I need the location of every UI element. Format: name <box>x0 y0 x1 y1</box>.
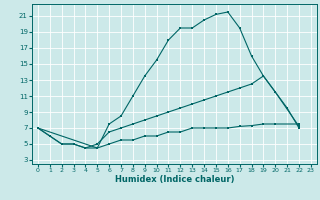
X-axis label: Humidex (Indice chaleur): Humidex (Indice chaleur) <box>115 175 234 184</box>
